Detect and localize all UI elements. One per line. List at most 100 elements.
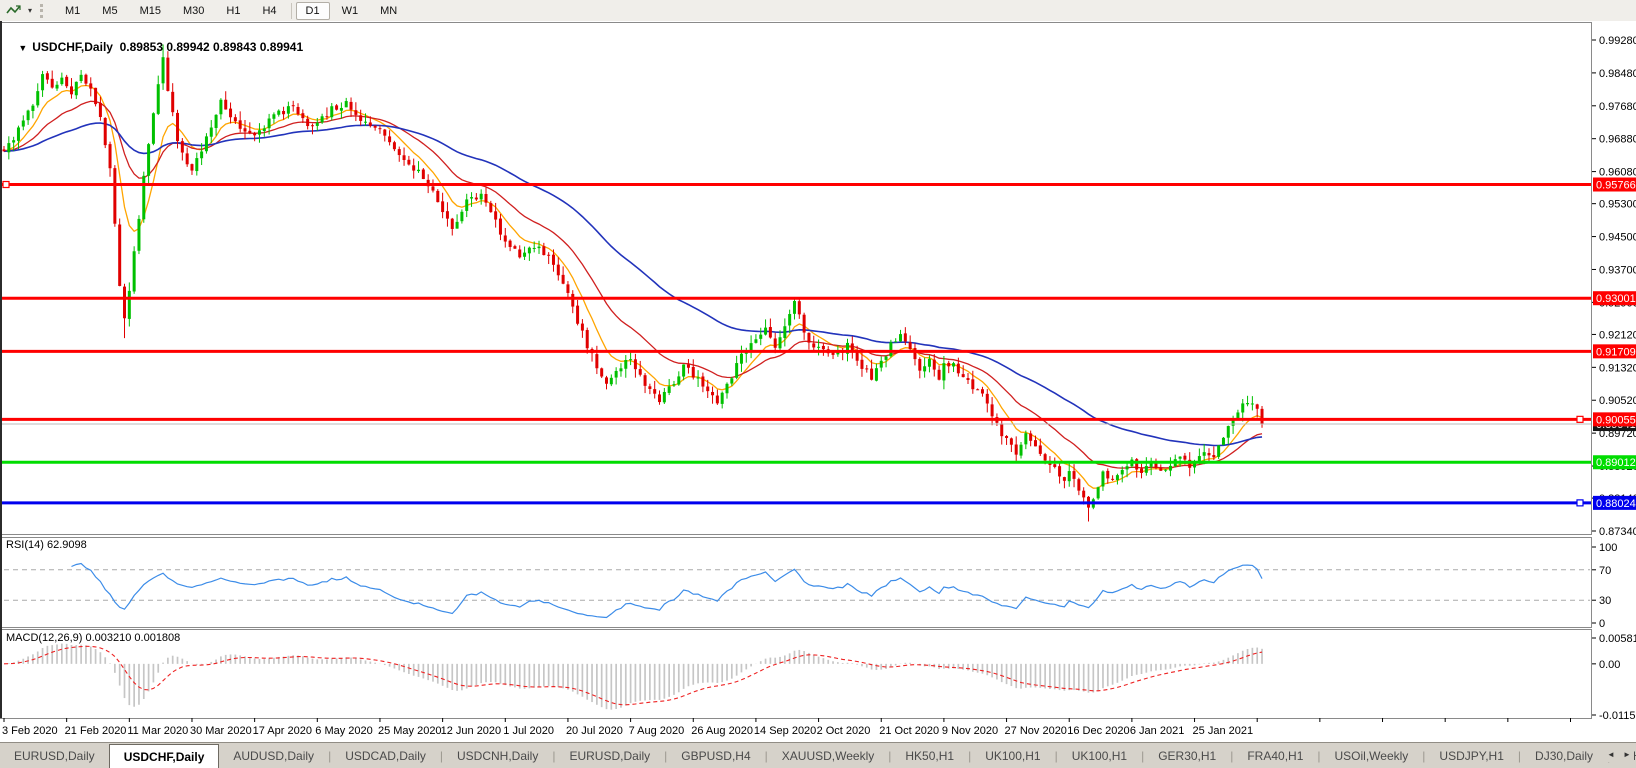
candle-body [884, 356, 888, 360]
timeframe-button-m5[interactable]: M5 [102, 4, 118, 17]
tab-gbpusd-h4[interactable]: GBPUSD,H4 [681, 749, 751, 763]
candle-body [1014, 444, 1018, 455]
tab-usdcnh-daily[interactable]: USDCNH,Daily [457, 749, 539, 763]
price-axis-label: 0.96080 [1599, 167, 1636, 179]
tab-uk100-h1[interactable]: UK100,H1 [985, 749, 1041, 763]
tab-eurusd-daily[interactable]: EURUSD,Daily [569, 749, 651, 763]
candle-body [802, 314, 806, 333]
date-axis-label: 27 Nov 2020 [1005, 725, 1067, 737]
tab-uk100-h1[interactable]: UK100,H1 [1071, 749, 1128, 763]
candle-body [976, 389, 980, 391]
tab-separator: | [328, 749, 332, 763]
candle-body [243, 128, 247, 132]
candle-body [1029, 433, 1033, 441]
tab-usdchf-daily[interactable]: USDCHF,Daily [108, 744, 220, 768]
rsi-scale-label: 30 [1599, 595, 1611, 607]
tab-scroll-right-icon[interactable]: ► [1620, 746, 1634, 762]
timeframe-button-h1[interactable]: H1 [226, 4, 241, 17]
level-line-handle[interactable] [1576, 499, 1584, 507]
tab-hk50-h1[interactable]: HK50,H1 [905, 749, 955, 763]
level-price-label: 0.89012 [1596, 457, 1636, 469]
tab-usdjpy-h1[interactable]: USDJPY,H1 [1439, 749, 1504, 763]
chart-canvas[interactable]: 0.99280 0.98480 0.97680 0.96880 0.96080 0.953… [0, 21, 1636, 742]
candle-body [585, 330, 589, 349]
level-line-handle[interactable] [2, 180, 10, 189]
timeframe-button-m1[interactable]: M1 [65, 4, 81, 17]
tab-audusd-daily[interactable]: AUDUSD,Daily [233, 749, 315, 763]
candle-body [489, 203, 493, 213]
candle-body [402, 155, 406, 161]
candle-body [576, 305, 580, 324]
candle-body [715, 395, 719, 404]
timeframe-button-m15[interactable]: M15 [139, 4, 161, 17]
candle-body [1202, 452, 1206, 456]
candle-body [417, 169, 421, 172]
candle-body [1038, 445, 1042, 454]
candle-body [296, 106, 300, 115]
candle-body [1140, 468, 1144, 473]
toolbar-grip[interactable] [40, 3, 50, 18]
candle-body [1111, 478, 1115, 480]
candle-body [359, 115, 363, 121]
timeframe-button-d1[interactable]: D1 [295, 1, 330, 20]
price-axis-label: 0.87340 [1599, 526, 1636, 538]
candle-body [662, 391, 666, 403]
chart-tool-icon[interactable] [4, 3, 24, 19]
date-axis-label: 12 Jun 2020 [441, 725, 502, 737]
candle-body [320, 116, 324, 123]
tab-dj30-daily[interactable]: DJ30,Daily [1535, 749, 1594, 763]
tab-fra40-h1[interactable]: FRA40,H1 [1247, 749, 1304, 763]
candle-body [1115, 475, 1119, 481]
timeframe-button-mn[interactable]: MN [380, 4, 398, 17]
candle-body [609, 377, 613, 385]
candle-body [807, 332, 811, 343]
candle-body [1082, 490, 1086, 498]
tab-xauusd-weekly[interactable]: XAUUSD,Weekly [781, 749, 875, 763]
collapse-chart-icon[interactable]: ▼ [18, 43, 28, 53]
level-line-handle[interactable] [1576, 415, 1584, 423]
candle-body [344, 101, 348, 108]
candle-body [956, 363, 960, 374]
candle-body [219, 99, 223, 115]
date-axis-label: 16 Dec 2020 [1067, 725, 1129, 737]
candle-body [142, 175, 146, 220]
tab-usoil-weekly[interactable]: USOil,Weekly [1334, 749, 1409, 763]
candle-body [421, 169, 425, 180]
tab-eurusd-daily[interactable]: EURUSD,Daily [14, 749, 95, 763]
candle-body [754, 339, 758, 343]
time-axis: 3 Feb 2020 21 Feb 2020 11 Mar 2020 30 Mar 2… [2, 718, 1571, 737]
candle-body [571, 293, 575, 307]
timeframe-button-w1[interactable]: W1 [341, 4, 359, 17]
timeframe-button-h4[interactable]: H4 [262, 4, 277, 17]
candle-body [79, 74, 83, 81]
candle-body [537, 246, 541, 249]
candle-body [913, 348, 917, 360]
candle-body [460, 211, 464, 222]
level-price-label-box [1593, 495, 1636, 510]
candle-body [778, 337, 782, 349]
timeframe-button-m30[interactable]: M30 [182, 4, 205, 17]
tab-ger30-h1[interactable]: GER30,H1 [1158, 749, 1217, 763]
chart-tool-dropdown-caret-icon[interactable]: ▾ [27, 6, 32, 15]
candle-body [735, 363, 739, 378]
tab-scroll-left-icon[interactable]: ◄ [1604, 746, 1618, 762]
candle-body [749, 343, 753, 351]
date-axis-label: 9 Nov 2020 [942, 725, 998, 737]
level-price-label: 0.90055 [1596, 414, 1636, 426]
candle-body [1159, 468, 1163, 471]
candle-body [1000, 423, 1004, 437]
tab-usdcad-daily[interactable]: USDCAD,Daily [345, 749, 426, 763]
macd-panel [0, 629, 1592, 719]
candle-body [797, 301, 801, 315]
date-axis-label: 2 Oct 2020 [817, 725, 871, 737]
candle-body [113, 168, 117, 224]
date-axis-label: 26 Aug 2020 [691, 725, 753, 737]
candle-body [301, 113, 305, 119]
rsi-line [71, 562, 1263, 619]
candle-body [947, 362, 951, 367]
date-axis-label: 7 Aug 2020 [629, 725, 685, 737]
candle-body [870, 368, 874, 380]
candle-body [792, 301, 796, 314]
candle-body [773, 338, 777, 348]
candle-body [233, 117, 237, 122]
